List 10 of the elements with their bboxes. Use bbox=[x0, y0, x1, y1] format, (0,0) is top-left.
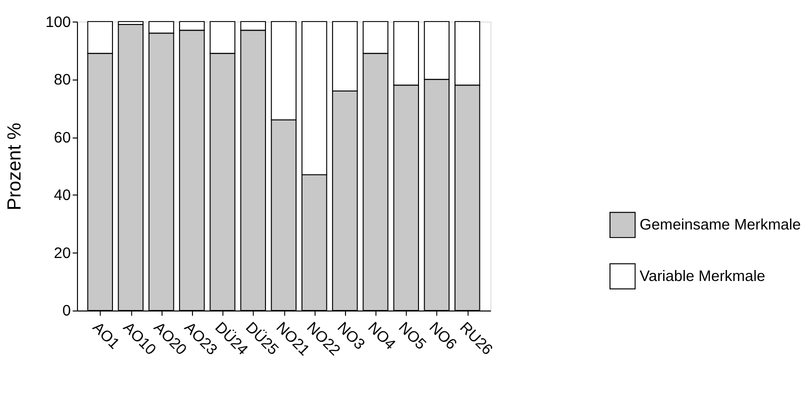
y-tick-label: 0 bbox=[62, 302, 71, 320]
y-tick-label: 100 bbox=[45, 14, 71, 31]
legend-label: Variable Merkmale bbox=[640, 268, 766, 286]
y-tick-label: 20 bbox=[54, 244, 71, 262]
y-tick-label: 80 bbox=[54, 72, 71, 89]
legend-label: Gemeinsame Merkmale bbox=[640, 216, 801, 234]
y-axis-title: Prozent % bbox=[4, 122, 26, 210]
y-tick-label: 40 bbox=[54, 187, 71, 204]
x-tick-label: AO1 bbox=[89, 319, 123, 353]
y-tick-label: 60 bbox=[54, 129, 71, 146]
